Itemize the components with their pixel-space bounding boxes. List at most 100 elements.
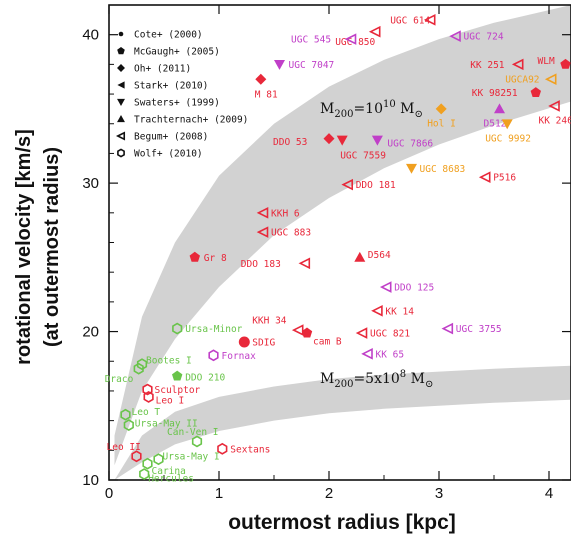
galaxy-point: KK 251 [470,58,524,71]
galaxy-point: KK 98251 [472,87,541,99]
galaxy-point: DDO 210 [172,370,226,384]
marker-circle-open [153,453,164,466]
marker-tri-left-open [478,171,491,183]
galaxy-label: DDO 183 [241,259,281,270]
galaxy-label: UGC 724 [464,32,504,43]
galaxy-label: DDO 210 [185,373,225,384]
galaxy-point: Ursa-May I [153,452,220,466]
galaxy-label: Hol I [427,118,456,129]
galaxy-point: P516 [478,171,516,184]
x-axis-label: outermost radius [kpc] [228,511,456,534]
galaxy-label: KK 251 [470,60,505,71]
galaxy-point: Leo II [107,442,142,463]
marker-tri-down [371,135,383,146]
halo-mass-bands [114,5,571,480]
galaxy-point: UGC 614 [390,14,436,26]
galaxy-label: DDO 53 [273,137,307,148]
marker-pentagon [560,58,571,69]
marker-diamond [255,73,267,85]
galaxy-label: Ursa-May I [163,452,220,463]
marker-circle-open [117,148,125,158]
galaxy-point: UGC 883 [256,226,311,239]
marker-tri-left-open [423,14,436,26]
galaxy-point: Leo T [120,407,160,421]
galaxy-point: SDIG [238,336,275,348]
marker-circle-open [133,362,144,375]
galaxy-point: DDO 181 [341,178,396,191]
galaxy-point: UGC 821 [355,327,410,340]
marker-circle-filled [238,336,250,348]
galaxy-label: KK 65 [376,349,405,360]
galaxy-label: Ursa-Minor [185,324,242,335]
marker-diamond [117,64,125,72]
galaxy-label: SDIG [252,337,275,348]
galaxy-point: UGC 9992 [485,119,531,144]
galaxy-point: KK 65 [361,348,405,360]
galaxy-label: UGC 883 [271,228,311,239]
legend-label: Wolf+ (2010) [134,149,203,160]
legend-label: Cote+ (2000) [134,30,203,41]
galaxy-label: UGCA92 [505,75,539,86]
marker-circle-open [142,383,153,396]
galaxy-label: Draco [105,374,134,385]
galaxy-label: DDO 125 [394,283,434,294]
marker-diamond [323,133,335,145]
galaxy-label: Sculptor [155,385,201,396]
galaxy-point: Can-Ven I [167,427,218,448]
galaxy-label: UGC 821 [370,329,410,340]
y-tick-label: 10 [82,472,99,489]
galaxy-point: Fornax [208,349,256,362]
galaxy-label: Carina [152,466,186,477]
x-tick-label: 4 [545,485,553,502]
marker-tri-down [117,98,125,106]
galaxy-label: UGC 9992 [485,133,531,144]
marker-circle-open [217,442,228,455]
galaxy-point: KK 14 [371,304,414,317]
marker-circle-open [172,322,183,335]
galaxy-label: DDO 181 [356,180,396,191]
galaxy-point: M 81 [255,73,278,101]
marker-tri-left-open [548,100,560,112]
y-axis-label-line2: (at outermost radius) [41,147,63,347]
marker-tri-left-open [371,304,383,317]
marker-tri-up [354,251,366,262]
galaxy-label: KK 246 [539,115,571,126]
legend-item: McGaugh+ (2005) [117,47,220,58]
legend-item: Cote+ (2000) [118,30,203,41]
y-axis-label-line1: rotational velocity [km/s] [13,129,35,365]
galaxy-point: UGC 545 [291,33,357,46]
legend-item: Trachternach+ (2009) [117,115,248,126]
marker-tri-left-open [256,207,269,219]
galaxy-label: Bootes I [146,356,192,367]
halo-band-0 [114,5,571,466]
marker-diamond [435,103,447,115]
marker-tri-left-open [449,30,461,42]
galaxy-point: UGC 724 [449,30,504,43]
galaxy-label: P516 [493,173,516,184]
band-labels: M200=1010 M⊙ M200=5x108 M⊙ [320,99,433,390]
galaxy-label: UGC 3755 [456,324,502,335]
legend-label: Swaters+ (1999) [134,98,220,109]
marker-tri-left-open [341,178,353,191]
galaxy-point: Bootes I [136,356,192,371]
legend-item: Swaters+ (1999) [117,98,220,109]
galaxy-point: Hercules [139,468,194,485]
x-tick-label: 2 [325,485,333,502]
marker-tri-left-open [298,257,311,270]
galaxy-point: Sculptor [142,383,201,396]
x-tick-label: 0 [105,485,113,502]
galaxy-point: Hol I [427,103,456,129]
galaxy-label: KKH 6 [271,208,300,219]
galaxy-label: D512 [484,118,507,129]
galaxy-label: KK 14 [385,306,414,317]
galaxy-label: M 81 [255,90,278,101]
y-tick-label: 30 [82,175,99,192]
marker-pentagon [189,251,200,262]
band-label: M200=5x108 M⊙ [320,369,433,390]
galaxy-label: Hercules [148,474,194,485]
galaxy-label: Leo I [156,395,185,406]
marker-pentagon [172,370,183,381]
y-tick-label: 20 [82,324,99,341]
galaxy-point: DDO 53 [273,133,335,148]
